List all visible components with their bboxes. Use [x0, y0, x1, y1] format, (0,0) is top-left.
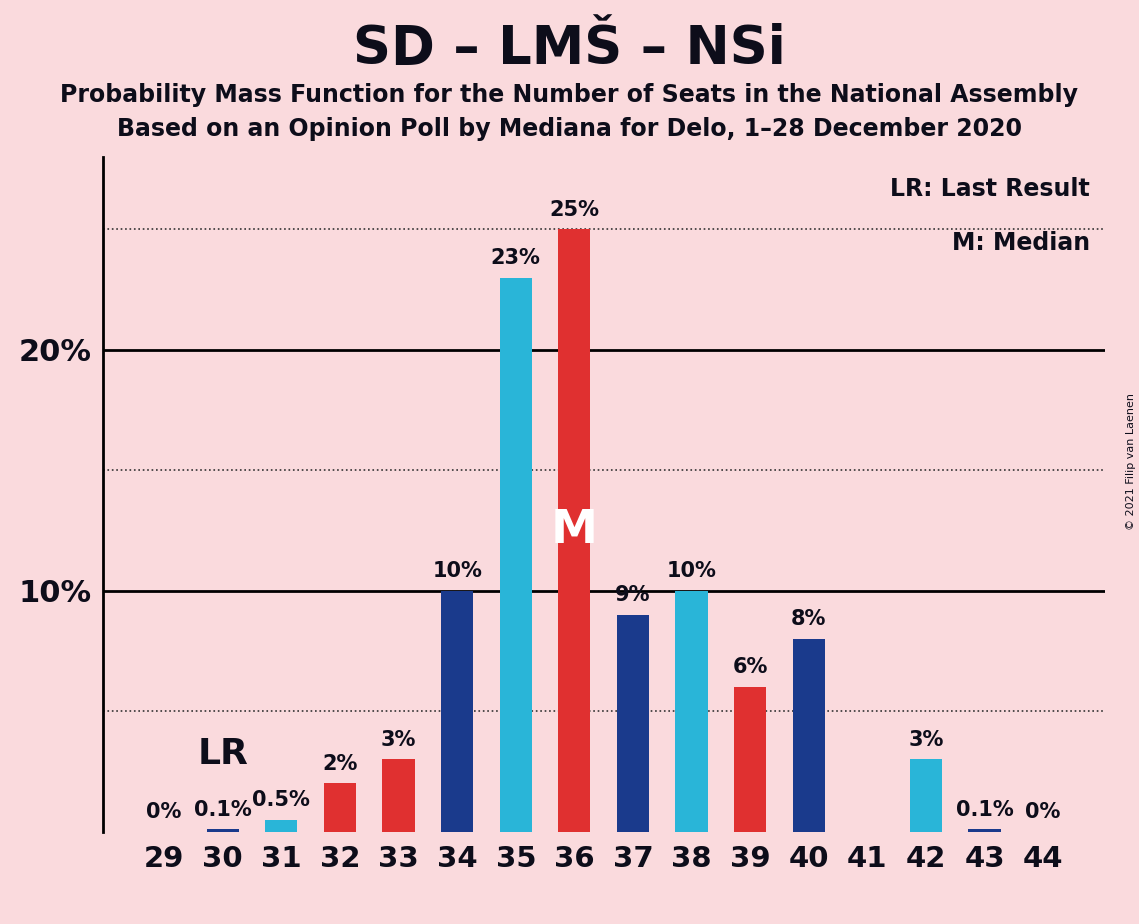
Bar: [910, 760, 942, 832]
Text: SD – LMŠ – NSi: SD – LMŠ – NSi: [353, 23, 786, 75]
Bar: [206, 829, 239, 832]
Text: 9%: 9%: [615, 585, 650, 605]
Text: 0%: 0%: [147, 802, 182, 822]
Text: 3%: 3%: [380, 730, 416, 749]
Bar: [793, 638, 825, 832]
Text: Based on an Opinion Poll by Mediana for Delo, 1–28 December 2020: Based on an Opinion Poll by Mediana for …: [117, 117, 1022, 141]
Text: 8%: 8%: [792, 609, 827, 629]
Text: 3%: 3%: [908, 730, 943, 749]
Text: LR: LR: [197, 737, 248, 772]
Text: 10%: 10%: [666, 561, 716, 581]
Text: 6%: 6%: [732, 657, 768, 677]
Bar: [734, 687, 767, 832]
Bar: [265, 820, 297, 832]
Text: 25%: 25%: [549, 200, 599, 220]
Bar: [500, 277, 532, 832]
Bar: [968, 829, 1001, 832]
Bar: [441, 590, 474, 832]
Text: 0.1%: 0.1%: [194, 799, 252, 820]
Text: 0.1%: 0.1%: [956, 799, 1014, 820]
Text: 0%: 0%: [1025, 802, 1060, 822]
Text: 10%: 10%: [432, 561, 482, 581]
Text: 2%: 2%: [322, 754, 358, 773]
Bar: [617, 614, 649, 832]
Text: 0.5%: 0.5%: [253, 790, 310, 810]
Bar: [558, 229, 590, 832]
Text: 23%: 23%: [491, 248, 541, 268]
Text: M: Median: M: Median: [952, 231, 1090, 255]
Text: © 2021 Filip van Laenen: © 2021 Filip van Laenen: [1125, 394, 1136, 530]
Bar: [323, 784, 357, 832]
Text: Probability Mass Function for the Number of Seats in the National Assembly: Probability Mass Function for the Number…: [60, 83, 1079, 107]
Bar: [383, 760, 415, 832]
Text: LR: Last Result: LR: Last Result: [890, 177, 1090, 201]
Bar: [675, 590, 707, 832]
Text: M: M: [551, 508, 598, 553]
